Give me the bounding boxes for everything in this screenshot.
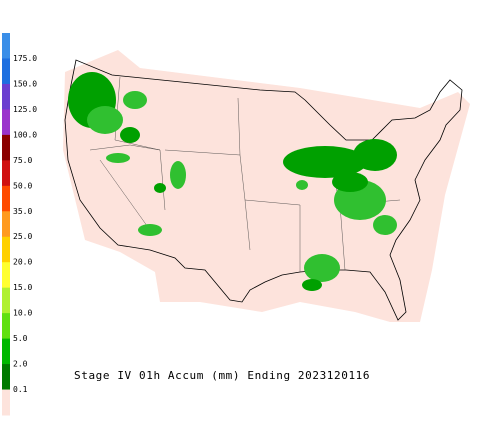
precip-area: [353, 139, 397, 171]
legend-swatch: [2, 185, 10, 212]
legend-label: 75.0: [13, 156, 32, 165]
legend-swatch: [2, 109, 10, 136]
legend-label: 175.0: [13, 54, 37, 63]
legend-label: 25.0: [13, 232, 32, 241]
precip-area: [296, 180, 308, 190]
color-legend: 175.0 150.0 125.0 100.0 75.0 50.0 35.0 25.0 20.0…: [2, 33, 37, 416]
legend-swatch: [2, 58, 10, 85]
country-border: [64, 59, 463, 321]
legend-swatch: [2, 313, 10, 340]
precip-area: [332, 172, 368, 192]
legend-swatch: [2, 160, 10, 187]
legend-swatch: [2, 33, 10, 59]
legend-swatch: [2, 83, 10, 110]
precip-area: [283, 146, 367, 178]
legend-label: 0.1: [13, 385, 28, 394]
legend-label: 10.0: [13, 309, 32, 318]
legend-label: 100.0: [13, 130, 37, 139]
legend-label: 35.0: [13, 207, 32, 216]
legend-swatch: [2, 389, 10, 416]
legend-swatch: [2, 287, 10, 314]
legend-label: 2.0: [13, 360, 28, 369]
legend-label: 50.0: [13, 181, 32, 190]
legend-swatch: [2, 338, 10, 365]
precip-area: [304, 254, 340, 282]
legend-swatch: [2, 262, 10, 289]
map-caption: Stage IV 01h Accum (mm) Ending 202312011…: [74, 369, 370, 382]
precip-area: [120, 127, 140, 143]
legend-swatch: [2, 364, 10, 391]
legend-swatch: [2, 134, 10, 161]
precip-area: [154, 183, 166, 193]
legend-swatch: [2, 236, 10, 263]
precip-area: [138, 224, 162, 236]
precip-area: [106, 153, 130, 163]
precip-area: [373, 215, 397, 235]
precip-area: [302, 279, 322, 291]
legend-swatch: [2, 211, 10, 238]
coverage-area: [63, 50, 470, 322]
legend-label: 20.0: [13, 258, 32, 267]
precipitation-areas: [68, 72, 397, 291]
legend-label: 5.0: [13, 334, 28, 343]
legend-label: 125.0: [13, 105, 37, 114]
precip-area: [123, 91, 147, 109]
precip-area: [170, 161, 186, 189]
precip-area: [87, 106, 123, 134]
legend-label: 150.0: [13, 79, 37, 88]
legend-label: 15.0: [13, 283, 32, 292]
